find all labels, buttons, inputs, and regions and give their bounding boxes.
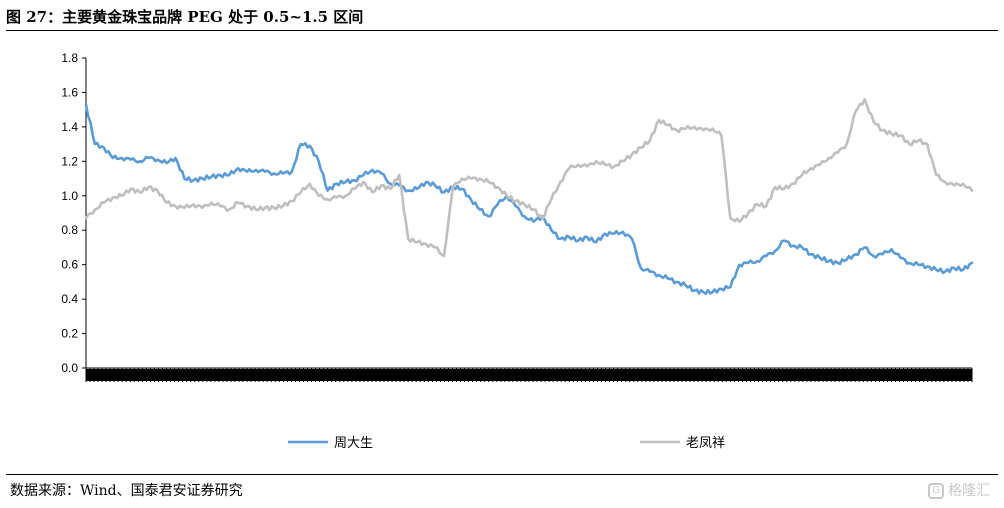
legend-label-2: 老凤祥 [686, 435, 725, 450]
y-tick-label: 1.0 [61, 189, 78, 203]
title-rule [6, 30, 998, 31]
watermark-logo-icon: G [928, 483, 944, 499]
source-note: 数据来源：Wind、国泰君安证券研究 [10, 483, 243, 499]
watermark: G 格隆汇 [928, 481, 990, 501]
y-tick-label: 0.0 [61, 361, 78, 375]
watermark-text: 格隆汇 [948, 483, 990, 499]
y-axis: 0.0 0.2 0.4 0.6 0.8 1.0 1.2 1.4 1.6 1.8 [61, 51, 87, 375]
y-tick-label: 0.6 [61, 258, 78, 272]
y-tick-label: 0.8 [61, 223, 78, 237]
series-line-2 [84, 98, 974, 258]
footer-rule [6, 474, 998, 475]
legend-label-1: 周大生 [334, 435, 373, 450]
y-tick-label: 0.2 [61, 327, 78, 341]
series-layer [84, 98, 974, 296]
y-tick-label: 1.6 [61, 85, 78, 99]
y-tick-label: 0.4 [61, 292, 78, 306]
x-axis [85, 367, 973, 382]
y-tick-label: 1.4 [61, 120, 78, 134]
legend: 周大生 老凤祥 [288, 435, 725, 450]
line-chart: 0.0 0.2 0.4 0.6 0.8 1.0 1.2 1.4 1.6 1.8 周大生 老凤祥 [61, 51, 974, 450]
series-line-1 [84, 103, 974, 296]
x-tick-band [86, 369, 972, 381]
chart-title: 图 27：主要黄金珠宝品牌 PEG 处于 0.5~1.5 区间 [6, 8, 364, 26]
y-tick-label: 1.8 [61, 51, 78, 65]
y-tick-label: 1.2 [61, 154, 78, 168]
